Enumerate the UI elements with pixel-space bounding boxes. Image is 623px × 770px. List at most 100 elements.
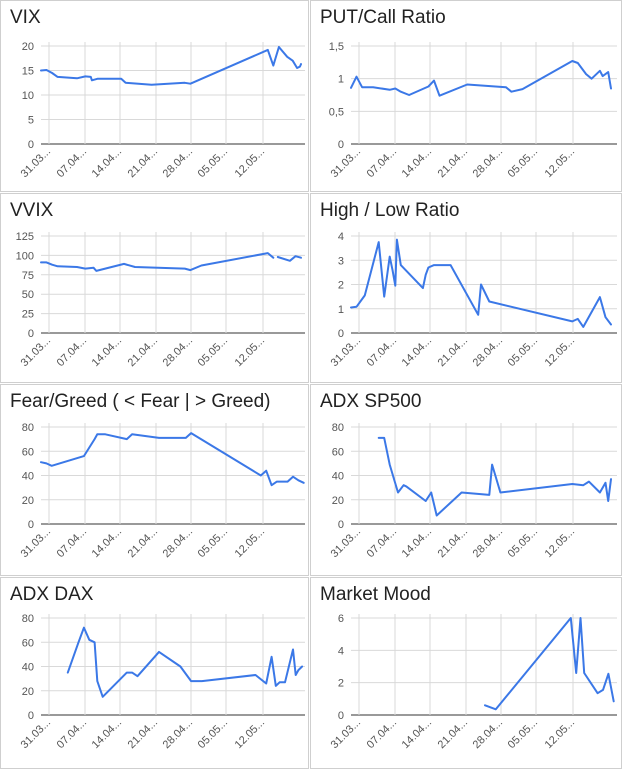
y-tick-label: 0,5 bbox=[329, 106, 344, 118]
x-tick-label: 21.04... bbox=[126, 335, 160, 369]
x-tick-label: 07.04... bbox=[365, 717, 399, 751]
x-tick-label: 14.04... bbox=[400, 526, 434, 560]
y-tick-label: 0 bbox=[338, 710, 344, 722]
chart-svg: 0 25 50 75 100 125 31.03... 07.04... 14.04... 21.… bbox=[16, 231, 305, 369]
y-tick-label: 60 bbox=[22, 446, 34, 458]
x-tick-label: 05.05... bbox=[506, 717, 540, 751]
chart-title: Fear/Greed ( < Fear | > Greed) bbox=[10, 391, 271, 412]
y-tick-label: 80 bbox=[332, 422, 344, 434]
series-line bbox=[40, 432, 305, 487]
x-tick-label: 21.04... bbox=[436, 526, 470, 560]
chart-title: High / Low Ratio bbox=[320, 200, 460, 221]
y-tick-label: 0 bbox=[28, 328, 34, 340]
x-tick-label: 28.04... bbox=[161, 146, 195, 180]
x-tick-label: 31.03... bbox=[329, 717, 363, 751]
chart-svg: 0 20 40 60 80 31.03... 07.04... 14.04... 21.04..… bbox=[329, 422, 617, 560]
chart-panel: 0 0,5 1 1,5 31.03... 07.04... 14.04... 21.04...… bbox=[310, 0, 622, 192]
chart-svg: 0 5 10 15 20 31.03... 07.04... 14.04... 21.04...… bbox=[19, 41, 305, 180]
y-tick-label: 60 bbox=[332, 446, 344, 458]
x-tick-label: 21.04... bbox=[126, 717, 160, 751]
x-tick-label: 14.04... bbox=[90, 717, 124, 751]
chart-panel: 0 20 40 60 80 31.03... 07.04... 14.04... 21.04..… bbox=[310, 384, 622, 576]
x-tick-label: 28.04... bbox=[161, 526, 195, 560]
chart-title: ADX DAX bbox=[10, 584, 94, 605]
y-tick-label: 10 bbox=[22, 90, 34, 102]
y-tick-label: 20 bbox=[22, 686, 34, 698]
y-tick-label: 125 bbox=[16, 231, 34, 243]
x-tick-label: 12.05... bbox=[233, 526, 267, 560]
x-tick-label: 12.05... bbox=[233, 146, 267, 180]
x-tick-label: 05.05... bbox=[506, 146, 540, 180]
x-tick-label: 31.03... bbox=[329, 146, 363, 180]
y-tick-label: 0 bbox=[338, 519, 344, 531]
x-tick-label: 05.05... bbox=[196, 526, 230, 560]
x-tick-label: 12.05... bbox=[543, 717, 577, 751]
x-tick-label: 28.04... bbox=[471, 146, 505, 180]
y-tick-label: 1,5 bbox=[329, 41, 344, 53]
x-tick-label: 12.05... bbox=[233, 717, 267, 751]
series-line bbox=[484, 617, 615, 711]
x-tick-label: 31.03... bbox=[19, 717, 53, 751]
x-tick-label: 31.03... bbox=[329, 526, 363, 560]
chart-panel: 0 1 2 3 4 31.03... 07.04... 14.04... 21.04... 28.… bbox=[310, 193, 622, 383]
series-line bbox=[40, 252, 275, 272]
x-tick-label: 05.05... bbox=[506, 526, 540, 560]
chart-panel: 0 20 40 60 80 31.03... 07.04... 14.04... 21.04..… bbox=[0, 577, 309, 769]
x-tick-label: 14.04... bbox=[90, 526, 124, 560]
series-line bbox=[350, 238, 612, 328]
x-tick-label: 14.04... bbox=[400, 146, 434, 180]
x-tick-label: 31.03... bbox=[19, 526, 53, 560]
series-line bbox=[350, 60, 612, 97]
y-tick-label: 40 bbox=[22, 662, 34, 674]
x-tick-label: 12.05... bbox=[233, 335, 267, 369]
chart-title: VIX bbox=[10, 7, 41, 28]
x-tick-label: 28.04... bbox=[161, 335, 195, 369]
x-tick-label: 12.05... bbox=[543, 335, 577, 369]
chart-panel: 0 25 50 75 100 125 31.03... 07.04... 14.04... 21.… bbox=[0, 193, 309, 383]
x-tick-label: 21.04... bbox=[126, 526, 160, 560]
y-tick-label: 4 bbox=[338, 645, 344, 657]
x-tick-label: 07.04... bbox=[55, 717, 89, 751]
x-tick-label: 05.05... bbox=[196, 146, 230, 180]
x-tick-label: 31.03... bbox=[19, 146, 53, 180]
y-tick-label: 0 bbox=[28, 710, 34, 722]
x-tick-label: 07.04... bbox=[365, 335, 399, 369]
y-tick-label: 50 bbox=[22, 289, 34, 301]
y-tick-label: 2 bbox=[338, 280, 344, 292]
x-tick-label: 07.04... bbox=[365, 146, 399, 180]
x-tick-label: 07.04... bbox=[365, 526, 399, 560]
chart-title: VVIX bbox=[10, 200, 54, 221]
chart-svg: 0 20 40 60 80 31.03... 07.04... 14.04... 21.04..… bbox=[19, 422, 305, 560]
x-tick-label: 21.04... bbox=[126, 146, 160, 180]
chart-svg: 0 0,5 1 1,5 31.03... 07.04... 14.04... 21.04...… bbox=[329, 41, 617, 180]
y-tick-label: 0 bbox=[28, 139, 34, 151]
y-tick-label: 1 bbox=[338, 304, 344, 316]
y-tick-label: 2 bbox=[338, 678, 344, 690]
x-tick-label: 28.04... bbox=[471, 717, 505, 751]
y-tick-label: 6 bbox=[338, 613, 344, 625]
x-tick-label: 21.04... bbox=[436, 335, 470, 369]
y-tick-label: 40 bbox=[332, 471, 344, 483]
y-tick-label: 0 bbox=[338, 328, 344, 340]
chart-title: ADX SP500 bbox=[320, 391, 422, 412]
x-tick-label: 21.04... bbox=[436, 146, 470, 180]
series-line bbox=[40, 46, 302, 86]
x-tick-label: 07.04... bbox=[55, 335, 89, 369]
chart-title: PUT/Call Ratio bbox=[320, 7, 446, 28]
y-tick-label: 20 bbox=[332, 495, 344, 507]
y-tick-label: 1 bbox=[338, 74, 344, 86]
x-tick-label: 14.04... bbox=[400, 335, 434, 369]
y-tick-label: 3 bbox=[338, 255, 344, 267]
x-tick-label: 12.05... bbox=[543, 146, 577, 180]
x-tick-label: 05.05... bbox=[196, 335, 230, 369]
x-tick-label: 05.05... bbox=[506, 335, 540, 369]
x-tick-label: 28.04... bbox=[161, 717, 195, 751]
x-tick-label: 28.04... bbox=[471, 335, 505, 369]
x-tick-label: 31.03... bbox=[329, 335, 363, 369]
x-tick-label: 14.04... bbox=[400, 717, 434, 751]
series-line bbox=[276, 255, 302, 262]
y-tick-label: 75 bbox=[22, 270, 34, 282]
y-tick-label: 5 bbox=[28, 115, 34, 127]
chart-panel: 0 2 4 6 31.03... 07.04... 14.04... 21.04... 28.0… bbox=[310, 577, 622, 769]
